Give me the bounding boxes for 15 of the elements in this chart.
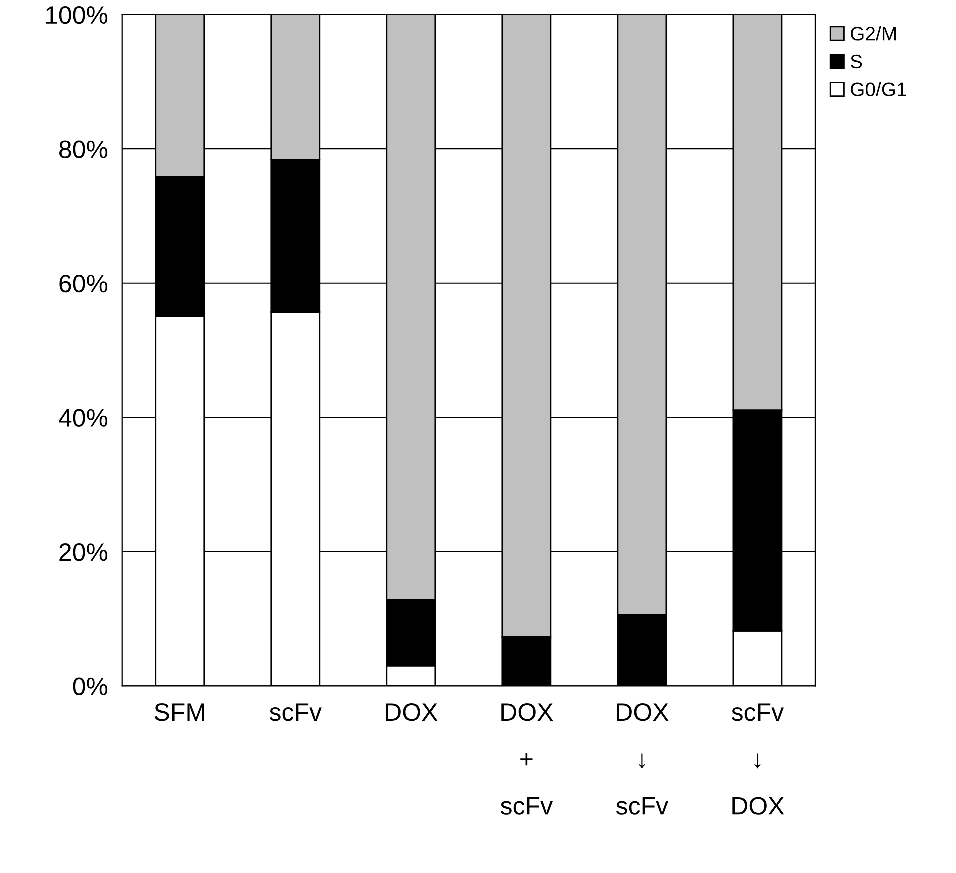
x-tick-label: SFM xyxy=(154,704,204,722)
y-tick-label: 100% xyxy=(46,6,108,24)
category-label: DOX ↓ scFv xyxy=(616,704,669,815)
category-label: scFv ↓ DOX xyxy=(732,704,784,815)
legend-label: S xyxy=(850,54,862,69)
legend-label: G2/M xyxy=(851,26,896,41)
y-tick-label: 80% xyxy=(60,140,108,158)
y-tick-label: 0% xyxy=(73,678,108,696)
category-label: DOX + scFv xyxy=(500,704,554,815)
y-tick-label: 60% xyxy=(60,274,108,293)
x-tick-label: DOX xyxy=(386,704,438,722)
y-tick-label: 20% xyxy=(60,544,108,562)
x-tick-label: scFv xyxy=(270,704,322,722)
legend-label: G0/G1 xyxy=(851,82,906,96)
y-tick-label: 40% xyxy=(59,409,108,427)
